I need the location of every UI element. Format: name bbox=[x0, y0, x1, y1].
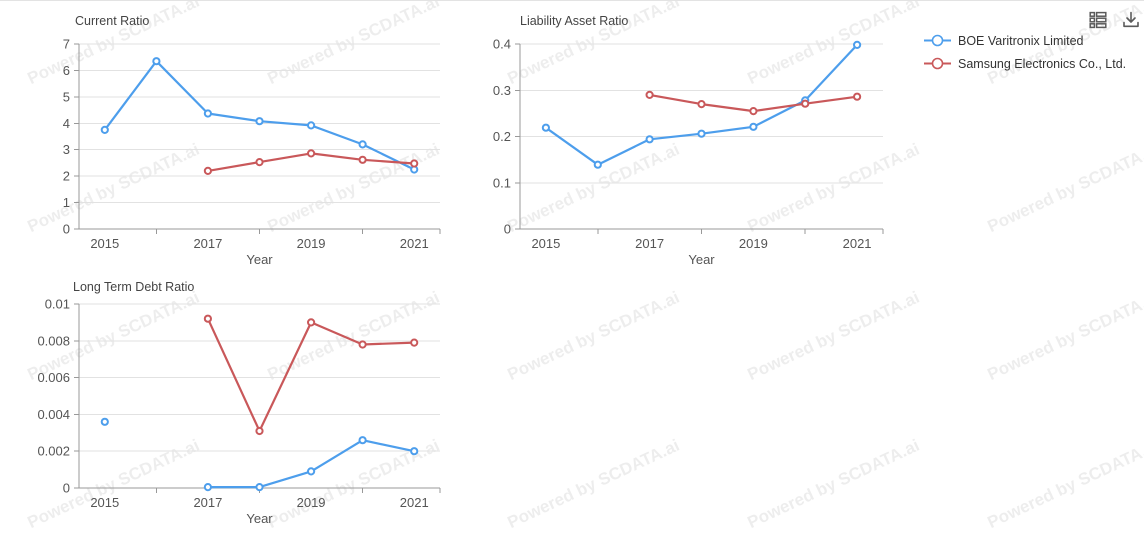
chart-title: Long Term Debt Ratio bbox=[73, 280, 194, 294]
y-tick-label: 0.4 bbox=[493, 37, 511, 52]
series-line-boe bbox=[103, 60, 416, 171]
x-axis-title: Year bbox=[688, 252, 715, 267]
data-point-marker[interactable] bbox=[358, 140, 367, 149]
x-tick-label: 2017 bbox=[193, 236, 222, 251]
y-tick-label: 0.008 bbox=[37, 333, 70, 348]
data-point-marker[interactable] bbox=[358, 436, 367, 445]
x-tick-label: 2015 bbox=[531, 236, 560, 251]
data-point-marker[interactable] bbox=[255, 158, 264, 167]
data-point-marker[interactable] bbox=[410, 447, 419, 456]
y-tick-label: 0 bbox=[63, 222, 70, 237]
data-point-marker[interactable] bbox=[358, 155, 367, 164]
y-tick-label: 6 bbox=[63, 63, 70, 78]
data-table-icon bbox=[1089, 11, 1107, 29]
x-tick-label: 2021 bbox=[400, 236, 429, 251]
x-axis-title: Year bbox=[246, 252, 273, 267]
y-tick-label: 0.3 bbox=[493, 83, 511, 98]
chart-current-ratio: 0 1 2 3 4 5 6 7 2015 2017 2019 2021 Year Current Rati… bbox=[63, 14, 441, 267]
data-point-marker[interactable] bbox=[853, 40, 862, 50]
legend-item-label: BOE Varitronix Limited bbox=[958, 33, 1084, 48]
legend-item-label: Samsung Electronics Co., Ltd. bbox=[958, 56, 1127, 71]
y-tick-label: 0 bbox=[63, 481, 70, 496]
chart-long-term-debt-ratio: 0 0.002 0.004 0.006 0.008 0.01 2015 2017 2019 202… bbox=[37, 280, 441, 526]
data-point-marker[interactable] bbox=[645, 90, 654, 100]
data-point-marker[interactable] bbox=[541, 123, 551, 132]
data-point-marker[interactable] bbox=[697, 100, 706, 109]
data-view-button[interactable] bbox=[1087, 9, 1109, 31]
data-point-marker[interactable] bbox=[749, 107, 758, 116]
legend-line-marker-icon bbox=[924, 34, 951, 47]
x-tick-label: 2021 bbox=[400, 495, 429, 510]
data-point-marker[interactable] bbox=[307, 149, 316, 158]
x-tick-label: 2021 bbox=[843, 236, 872, 251]
legend-line-marker-icon bbox=[924, 57, 951, 70]
data-point-marker[interactable] bbox=[255, 426, 264, 436]
chart-title: Liability Asset Ratio bbox=[520, 14, 628, 28]
data-point-marker[interactable] bbox=[307, 318, 316, 327]
data-point-marker[interactable] bbox=[203, 314, 212, 323]
data-point-marker[interactable] bbox=[697, 129, 706, 138]
series-line-boe bbox=[206, 439, 416, 489]
x-axis-title: Year bbox=[246, 511, 273, 526]
data-point-marker[interactable] bbox=[152, 57, 161, 66]
chart-liability-asset-ratio: 0 0.1 0.2 0.3 0.4 2015 2017 2019 2021 Year Liabili… bbox=[493, 14, 884, 267]
data-point-marker[interactable] bbox=[749, 122, 758, 131]
legend-item[interactable]: BOE Varitronix Limited bbox=[924, 29, 1126, 52]
data-point-marker[interactable] bbox=[410, 338, 419, 347]
data-point-marker[interactable] bbox=[307, 467, 316, 476]
data-point-marker[interactable] bbox=[255, 483, 264, 492]
y-tick-label: 4 bbox=[63, 116, 70, 131]
y-tick-label: 5 bbox=[63, 89, 70, 104]
x-tick-label: 2019 bbox=[739, 236, 768, 251]
data-point-marker[interactable] bbox=[100, 125, 109, 134]
y-tick-label: 7 bbox=[63, 37, 70, 52]
y-tick-label: 0.006 bbox=[37, 370, 70, 385]
data-point-marker[interactable] bbox=[410, 159, 419, 168]
y-tick-label: 0.1 bbox=[493, 175, 511, 190]
data-point-marker[interactable] bbox=[203, 166, 212, 175]
data-point-marker[interactable] bbox=[100, 417, 109, 426]
y-tick-label: 1 bbox=[63, 195, 70, 210]
data-point-marker[interactable] bbox=[255, 117, 264, 126]
y-tick-label: 0.002 bbox=[37, 444, 70, 459]
y-tick-label: 0.2 bbox=[493, 129, 511, 144]
y-tick-label: 0 bbox=[504, 222, 511, 237]
x-tick-label: 2017 bbox=[635, 236, 664, 251]
data-point-marker[interactable] bbox=[307, 121, 316, 130]
x-tick-label: 2017 bbox=[193, 495, 222, 510]
x-tick-label: 2019 bbox=[297, 495, 326, 510]
chart-title: Current Ratio bbox=[75, 14, 149, 28]
x-tick-label: 2015 bbox=[90, 495, 119, 510]
data-point-marker[interactable] bbox=[853, 92, 862, 101]
data-point-marker[interactable] bbox=[358, 340, 367, 349]
data-point-marker[interactable] bbox=[593, 160, 602, 169]
y-tick-label: 0.004 bbox=[37, 407, 70, 422]
legend-item[interactable]: Samsung Electronics Co., Ltd. bbox=[924, 52, 1126, 75]
data-point-marker[interactable] bbox=[203, 109, 212, 118]
data-point-marker[interactable] bbox=[645, 135, 654, 144]
y-tick-label: 2 bbox=[63, 169, 70, 184]
download-button[interactable] bbox=[1120, 9, 1142, 31]
x-tick-label: 2019 bbox=[297, 236, 326, 251]
x-tick-label: 2015 bbox=[90, 236, 119, 251]
y-tick-label: 3 bbox=[63, 142, 70, 157]
chart-legend: BOE Varitronix Limited Samsung Electronic… bbox=[924, 29, 1126, 75]
download-icon bbox=[1123, 11, 1139, 28]
data-point-marker[interactable] bbox=[203, 483, 212, 492]
chart-toolbar bbox=[1087, 9, 1142, 31]
data-point-marker[interactable] bbox=[801, 99, 810, 108]
y-tick-label: 0.01 bbox=[45, 297, 70, 312]
